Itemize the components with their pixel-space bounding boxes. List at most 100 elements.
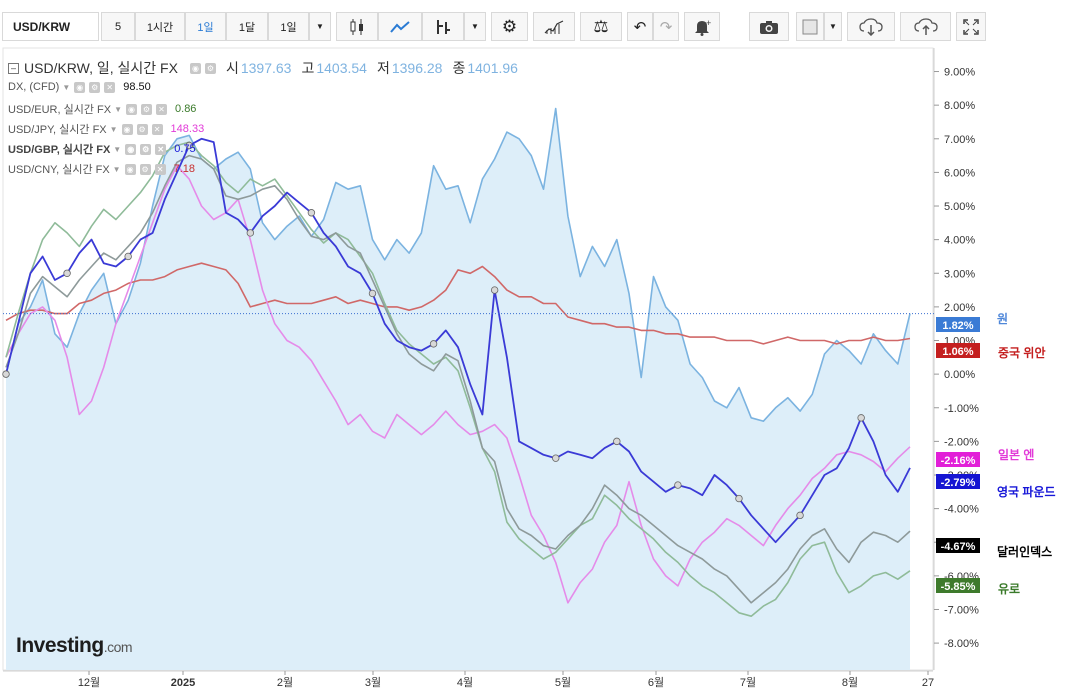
visibility-icon[interactable]: ◉	[126, 103, 138, 115]
settings-icon[interactable]: ⚙	[140, 143, 152, 155]
right-label-dxy: 달러인덱스	[997, 545, 1053, 559]
line-chart-icon[interactable]	[378, 12, 422, 41]
gbp-marker	[185, 141, 193, 150]
gbp-marker	[246, 229, 255, 237]
x-tick-label: 12월	[78, 676, 100, 688]
y-tick-label: 8.00%	[944, 100, 975, 112]
interval-caret-icon[interactable]: ▼	[309, 12, 331, 41]
interval-dropdown[interactable]: 1일	[268, 12, 309, 41]
value-badge-label: -5.85%	[941, 581, 976, 593]
indicator-icon[interactable]	[422, 12, 464, 41]
settings-icon[interactable]: ⚙	[141, 103, 153, 115]
right-label-eur: 유로	[998, 582, 1021, 596]
x-tick-label: 7월	[740, 676, 756, 688]
value-badge	[936, 538, 980, 553]
study-icon[interactable]	[533, 12, 575, 41]
legend-item-value: 0.75	[174, 143, 196, 155]
settings-icon[interactable]: ⚙	[89, 81, 101, 93]
y-tick-label: 2.00%	[944, 302, 975, 314]
y-tick-label: 4.00%	[944, 235, 975, 247]
x-tick-label: 6월	[648, 676, 664, 688]
value-badge-label: 1.82%	[942, 320, 973, 332]
svg-text:+: +	[706, 18, 711, 28]
gbp-marker	[490, 286, 499, 294]
legend-item-name: USD/EUR, 실시간 FX	[8, 104, 112, 116]
gbp-marker	[307, 209, 316, 217]
undo-icon[interactable]: ↶	[627, 12, 653, 41]
high-label: 고	[301, 60, 315, 76]
y-tick-label: -7.00%	[944, 604, 979, 616]
legend-item-name: USD/JPY, 실시간 FX	[8, 124, 107, 136]
color-icon[interactable]	[796, 12, 824, 41]
close-icon[interactable]: ✕	[155, 143, 167, 155]
gbp-marker	[735, 494, 743, 503]
settings-icon[interactable]: ⚙	[204, 62, 216, 74]
right-label-jpy: 일본 엔	[998, 448, 1035, 462]
value-badge	[936, 578, 980, 593]
value-badge-label: -2.16%	[941, 455, 976, 467]
series-cny-line	[5, 262, 911, 345]
right-label-cny: 중국 위안	[998, 346, 1046, 360]
x-tick-label: 8월	[842, 676, 858, 688]
close-icon[interactable]: ✕	[154, 163, 166, 175]
high-value: 1403.54	[316, 60, 367, 76]
legend-item-usd-gbp: USD/GBP, 실시간 FX ▼ ◉ ⚙ ✕ 0.75	[8, 143, 196, 156]
visibility-icon[interactable]: ◉	[121, 123, 133, 135]
investing-logo: Investing.com	[16, 634, 133, 657]
legend-item-dx: DX, (CFD) ▼ ◉ ⚙ ✕ 98.50	[8, 81, 151, 93]
low-label: 저	[376, 60, 390, 76]
right-label-gbp: 영국 파운드	[997, 485, 1056, 499]
redo-icon[interactable]: ↷	[653, 12, 679, 41]
close-icon[interactable]: ✕	[151, 123, 163, 135]
y-tick-label: -8.00%	[944, 638, 979, 650]
interval-1m-button[interactable]: 1달	[226, 12, 268, 41]
indicator-caret-icon[interactable]: ▼	[464, 12, 486, 41]
settings-icon[interactable]: ⚙	[139, 163, 151, 175]
main-series-name: USD/KRW, 일, 실시간 FX	[24, 60, 178, 76]
x-tick-label: 2025	[171, 677, 195, 688]
legend-item-name: USD/CNY, 실시간 FX	[8, 164, 110, 176]
series-krw-area	[5, 107, 911, 422]
close-icon[interactable]: ✕	[104, 81, 116, 93]
value-badge-label: -4.67%	[941, 541, 976, 553]
interval-5-button[interactable]: 5	[101, 12, 135, 41]
close-icon[interactable]: ✕	[156, 103, 168, 115]
alert-icon[interactable]: +	[684, 12, 720, 41]
series-dxy-line	[5, 154, 911, 604]
y-tick-label: 6.00%	[944, 167, 975, 179]
value-badge	[936, 452, 980, 467]
interval-1d-button[interactable]: 1일	[185, 12, 226, 41]
visibility-icon[interactable]: ◉	[124, 163, 136, 175]
value-badge	[936, 474, 980, 489]
x-tick-label: 3월	[365, 676, 381, 688]
fullscreen-icon[interactable]	[956, 12, 986, 41]
color-caret-icon[interactable]: ▼	[824, 12, 842, 41]
y-tick-label: 3.00%	[944, 268, 975, 280]
legend-item-usd-eur: USD/EUR, 실시간 FX ▼ ◉ ⚙ ✕ 0.86	[8, 103, 197, 116]
legend-item-value: 7.18	[173, 163, 196, 175]
visibility-icon[interactable]: ◉	[74, 81, 86, 93]
camera-icon[interactable]	[749, 12, 789, 41]
visibility-icon[interactable]: ◉	[125, 143, 137, 155]
gbp-marker	[674, 481, 682, 489]
visibility-icon[interactable]: ◉	[189, 62, 201, 74]
interval-1h-button[interactable]: 1시간	[135, 12, 185, 41]
collapse-icon[interactable]: –	[8, 62, 19, 74]
compare-icon[interactable]: ⚖	[580, 12, 622, 41]
gbp-marker	[124, 252, 132, 261]
value-badge	[936, 343, 980, 358]
low-value: 1396.28	[391, 60, 443, 76]
legend-item-value: 98.50	[123, 81, 151, 93]
settings-icon[interactable]: ⚙	[136, 123, 148, 135]
upload-icon[interactable]	[900, 12, 951, 41]
x-tick-label: 5월	[555, 676, 571, 688]
symbol-input[interactable]: USD/KRW	[2, 12, 99, 41]
settings-icon[interactable]: ⚙	[491, 12, 528, 41]
y-tick-label: 5.00%	[944, 201, 975, 213]
legend-item-name: DX, (CFD)	[8, 81, 60, 93]
legend-item-usd-jpy: USD/JPY, 실시간 FX ▼ ◉ ⚙ ✕ 148.33	[8, 123, 205, 136]
download-icon[interactable]	[847, 12, 895, 41]
series-gbp-line	[5, 137, 911, 544]
x-tick-label: 2월	[277, 676, 293, 688]
candlestick-icon[interactable]	[336, 12, 378, 41]
